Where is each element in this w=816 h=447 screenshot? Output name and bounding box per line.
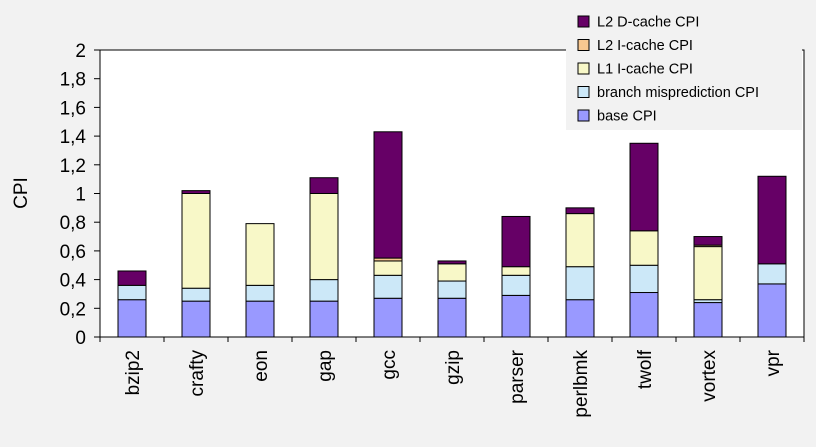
bar-segment-crafty-1 [181, 287, 211, 302]
legend-label: branch misprediction CPI [597, 85, 759, 101]
bar-segment-gzip-4 [437, 260, 467, 265]
bar-segment-gzip-0 [437, 297, 467, 338]
category-label: gap [315, 350, 336, 382]
bar-segment-twolf-2 [629, 230, 659, 266]
legend-label: base CPI [597, 109, 657, 125]
bar-segment-bzip2-0 [117, 299, 147, 338]
category-label: crafty [187, 350, 208, 397]
y-tick-label: 1,8 [60, 70, 86, 91]
bar-segment-vpr-1 [757, 263, 787, 285]
bar-segment-vortex-2 [693, 246, 723, 301]
bar-segment-perlbmk-4 [565, 207, 595, 215]
category-label: perlbmk [571, 350, 592, 418]
bar-segment-gzip-2 [437, 263, 467, 282]
bar-segment-vortex-0 [693, 302, 723, 338]
bar-segment-vpr-4 [757, 175, 787, 265]
bar-segment-parser-2 [501, 266, 531, 276]
y-tick-label: 0,2 [60, 299, 86, 320]
legend-swatch [577, 86, 590, 98]
bar-segment-crafty-0 [181, 300, 211, 338]
y-tick-label: 1,4 [60, 127, 87, 148]
x-axis-labels: bzip2 crafty eon gap gcc gzip parser perlbmk two… [99, 337, 805, 418]
category-label: twolf [635, 349, 656, 389]
y-tick-label: 0 [75, 328, 86, 349]
bar-segment-gap-2 [309, 193, 339, 281]
category-label: gcc [379, 350, 400, 380]
category-label: vortex [699, 350, 720, 402]
y-tick-label: 0,8 [60, 213, 86, 234]
legend-swatch [577, 109, 590, 122]
legend-label: L2 I-cache CPI [597, 38, 693, 54]
bar-segment-gap-4 [309, 177, 339, 194]
bar-segment-gap-0 [309, 300, 339, 338]
bar-segment-parser-0 [501, 294, 531, 338]
bar-segment-gcc-0 [373, 297, 403, 338]
bar-segment-vpr-0 [757, 283, 787, 338]
bar-segment-twolf-4 [629, 142, 659, 232]
bar-segment-gap-1 [309, 279, 339, 302]
bar-segment-gcc-1 [373, 274, 403, 299]
bar-segment-eon-1 [245, 284, 275, 302]
bar-segment-bzip2-4 [117, 270, 147, 286]
y-tick-label: 0,6 [60, 242, 86, 263]
y-tick-label: 0,4 [60, 271, 87, 292]
y-tick-label: 1,2 [60, 156, 86, 177]
bar-segment-gcc-4 [373, 131, 403, 259]
bar-segment-vortex-4 [693, 236, 723, 246]
legend-label: L1 I-cache CPI [597, 62, 693, 78]
legend: L2 D-cache CPI L2 I-cache CPI L1 I-cache C… [566, 8, 802, 130]
bar-segment-perlbmk-1 [565, 266, 595, 301]
category-label: gzip [443, 350, 464, 385]
bar-segment-twolf-0 [629, 292, 659, 338]
bar-segment-bzip2-1 [117, 284, 147, 301]
bar-segment-gcc-2 [373, 260, 403, 276]
legend-swatch [577, 62, 590, 75]
bar-segment-perlbmk-2 [565, 213, 595, 268]
bar-segment-eon-0 [245, 300, 275, 338]
category-label: parser [507, 349, 528, 404]
category-label: eon [251, 350, 272, 382]
y-tick-label: 1,6 [60, 98, 86, 119]
category-label: vpr [763, 349, 784, 376]
category-label: bzip2 [123, 350, 144, 395]
bar-segment-parser-4 [501, 215, 531, 268]
y-axis: 0 0,2 0,4 0,6 0,8 1 1,2 1,4 1,6 1,8 2 [60, 41, 100, 349]
legend-swatch [577, 39, 590, 51]
legend-swatch [577, 15, 590, 28]
bar-segment-gzip-1 [437, 280, 467, 299]
bar-segment-eon-2 [245, 223, 275, 286]
y-tick-label: 2 [75, 41, 86, 62]
bars-group [117, 131, 787, 338]
bar-segment-twolf-1 [629, 264, 659, 294]
bar-segment-parser-1 [501, 274, 531, 296]
bar-segment-crafty-4 [181, 190, 211, 195]
y-tick-label: 1 [75, 185, 86, 206]
bar-segment-perlbmk-0 [565, 299, 595, 338]
legend-box [566, 8, 802, 130]
y-axis-title: CPI [11, 177, 32, 209]
legend-label: L2 D-cache CPI [597, 15, 699, 31]
bar-segment-crafty-2 [181, 193, 211, 289]
